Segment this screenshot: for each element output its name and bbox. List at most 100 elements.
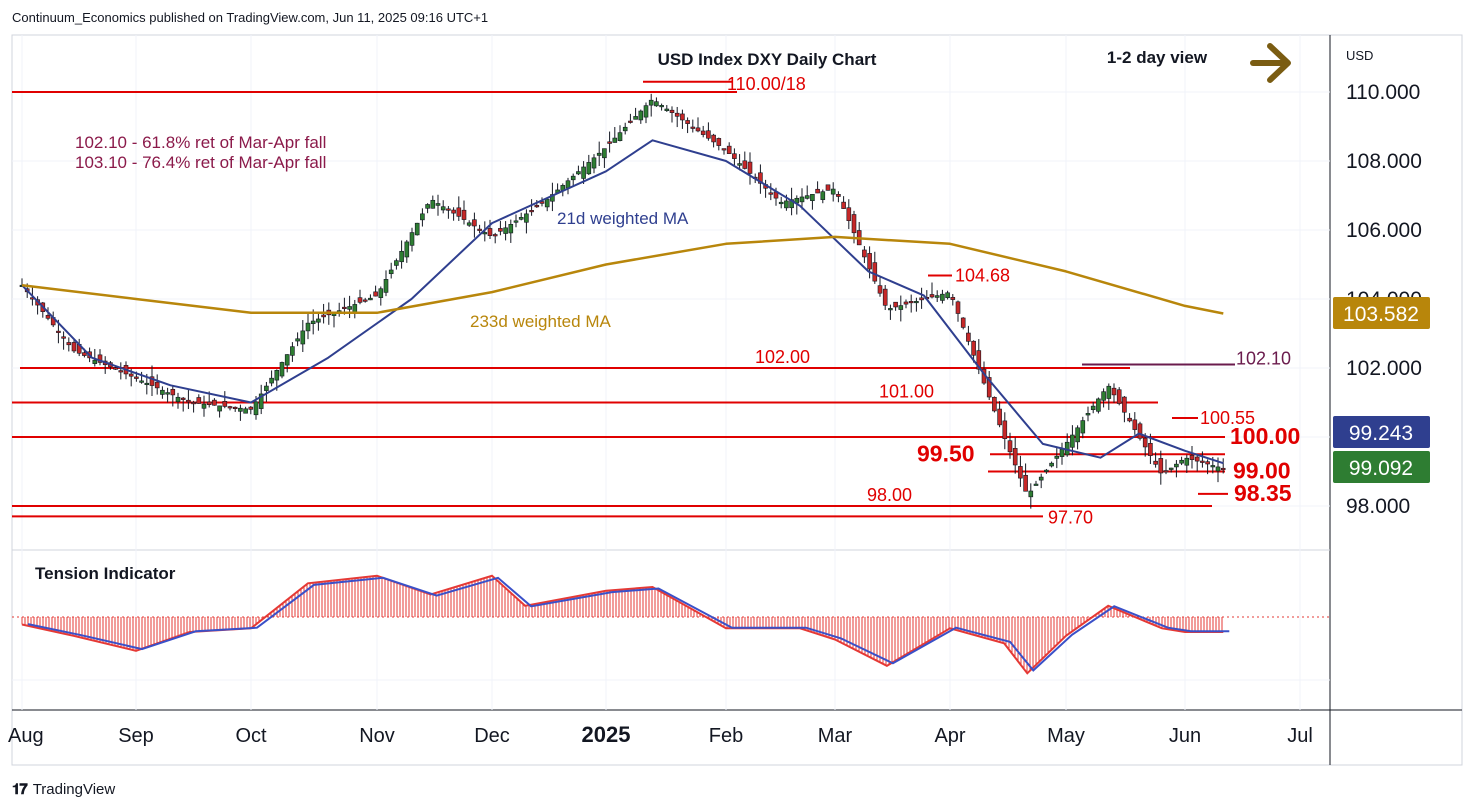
candle-body — [1101, 391, 1106, 401]
candle-body — [1075, 427, 1080, 443]
candle-body — [570, 175, 576, 181]
time-tick-label: Aug — [8, 725, 44, 747]
time-tick-label: 2025 — [582, 722, 631, 747]
candle-body — [862, 249, 867, 258]
candle-body — [310, 320, 316, 324]
candle-body — [680, 113, 685, 121]
candle-body — [347, 306, 352, 310]
level-label: 104.68 — [955, 266, 1010, 286]
chart-title: USD Index DXY Daily Chart — [658, 50, 877, 69]
candle-body — [165, 392, 170, 395]
publisher-header: Continuum_Economics published on Trading… — [12, 10, 489, 25]
candle-body — [1148, 443, 1153, 456]
candle-body — [394, 260, 399, 266]
candle-body — [482, 232, 488, 235]
ma21-line — [21, 139, 1224, 465]
candle-body — [966, 332, 971, 342]
candle-body — [342, 306, 347, 309]
candle-body — [851, 214, 857, 234]
ma21-label: 21d weighted MA — [557, 209, 689, 228]
level-lines: 110.00/18 102.00 102.10 101.00 100.00 99.50 99… — [12, 74, 1300, 527]
candle-body — [1054, 455, 1060, 459]
candle-body — [71, 342, 77, 352]
candle-body — [212, 399, 217, 406]
candle-body — [97, 354, 103, 363]
candle-body — [643, 105, 649, 118]
candle-body — [274, 369, 280, 381]
candle-body — [222, 401, 228, 407]
candle-body — [1028, 490, 1034, 498]
candle-body — [170, 388, 176, 396]
footer: 𝟏𝟕 TradingView — [12, 778, 115, 800]
candle-body — [118, 370, 124, 373]
candle-body — [971, 340, 976, 356]
time-tick-label: Apr — [934, 725, 965, 747]
candle-body — [238, 407, 243, 412]
candle-body — [778, 201, 784, 205]
candle-body — [503, 227, 508, 234]
candle-body — [529, 210, 534, 213]
candle-body — [945, 292, 950, 299]
candle-body — [841, 201, 846, 209]
candle-body — [284, 354, 290, 366]
price-tick-label: 106.000 — [1346, 219, 1422, 242]
candle-body — [175, 396, 181, 403]
candle-body — [586, 162, 592, 175]
candle-body — [217, 405, 222, 412]
candle-body — [976, 350, 982, 370]
candle-body — [300, 330, 306, 345]
candle-body — [430, 199, 436, 209]
candle-body — [305, 322, 311, 332]
price-badge — [1333, 297, 1430, 329]
candle-body — [986, 377, 992, 398]
view-label: 1-2 day view — [1107, 48, 1208, 67]
candle-body — [919, 297, 924, 301]
candle-body — [1205, 461, 1210, 465]
candle-body — [1184, 457, 1190, 466]
candle-body — [612, 137, 618, 143]
candle-body — [830, 188, 836, 195]
candle-body — [690, 126, 696, 129]
candle-body — [492, 234, 498, 237]
candle-body — [1007, 440, 1013, 453]
candle-body — [451, 209, 456, 214]
candle-body — [456, 207, 462, 217]
candle-body — [628, 120, 633, 123]
candle-body — [1153, 460, 1158, 465]
candle-body — [1049, 462, 1054, 467]
candle-body — [425, 204, 430, 209]
time-tick-label: Feb — [709, 725, 743, 747]
price-badge-label: 99.092 — [1349, 457, 1413, 480]
time-tick-label: Dec — [474, 725, 510, 747]
candle-body — [409, 232, 415, 246]
candle-body — [414, 222, 420, 236]
candle-body — [1179, 459, 1184, 464]
candle-body — [61, 336, 66, 339]
candle-body — [316, 318, 321, 323]
candle-body — [92, 359, 98, 364]
candle-body — [721, 148, 727, 151]
price-tick-label: 102.000 — [1346, 357, 1422, 380]
candle-body — [321, 314, 326, 318]
candle-body — [747, 161, 753, 174]
candle-body — [420, 213, 425, 221]
candle-body — [758, 172, 763, 184]
candle-body — [357, 297, 363, 303]
time-tick-label: Jun — [1169, 725, 1201, 747]
candle-body — [1111, 387, 1117, 396]
candle-body — [685, 120, 690, 124]
candle-body — [154, 381, 160, 389]
candle-body — [258, 393, 264, 409]
time-tick-label: Jul — [1287, 725, 1313, 747]
candle-body — [867, 253, 872, 270]
candle-body — [186, 399, 191, 403]
price-badge — [1333, 451, 1430, 483]
ma233-line — [21, 235, 1224, 315]
candle-body — [1158, 458, 1164, 474]
candle-body — [695, 127, 701, 132]
candle-body — [1142, 437, 1148, 448]
candle-body — [633, 116, 638, 120]
candle-body — [1174, 463, 1179, 468]
candle-body — [1127, 417, 1132, 422]
